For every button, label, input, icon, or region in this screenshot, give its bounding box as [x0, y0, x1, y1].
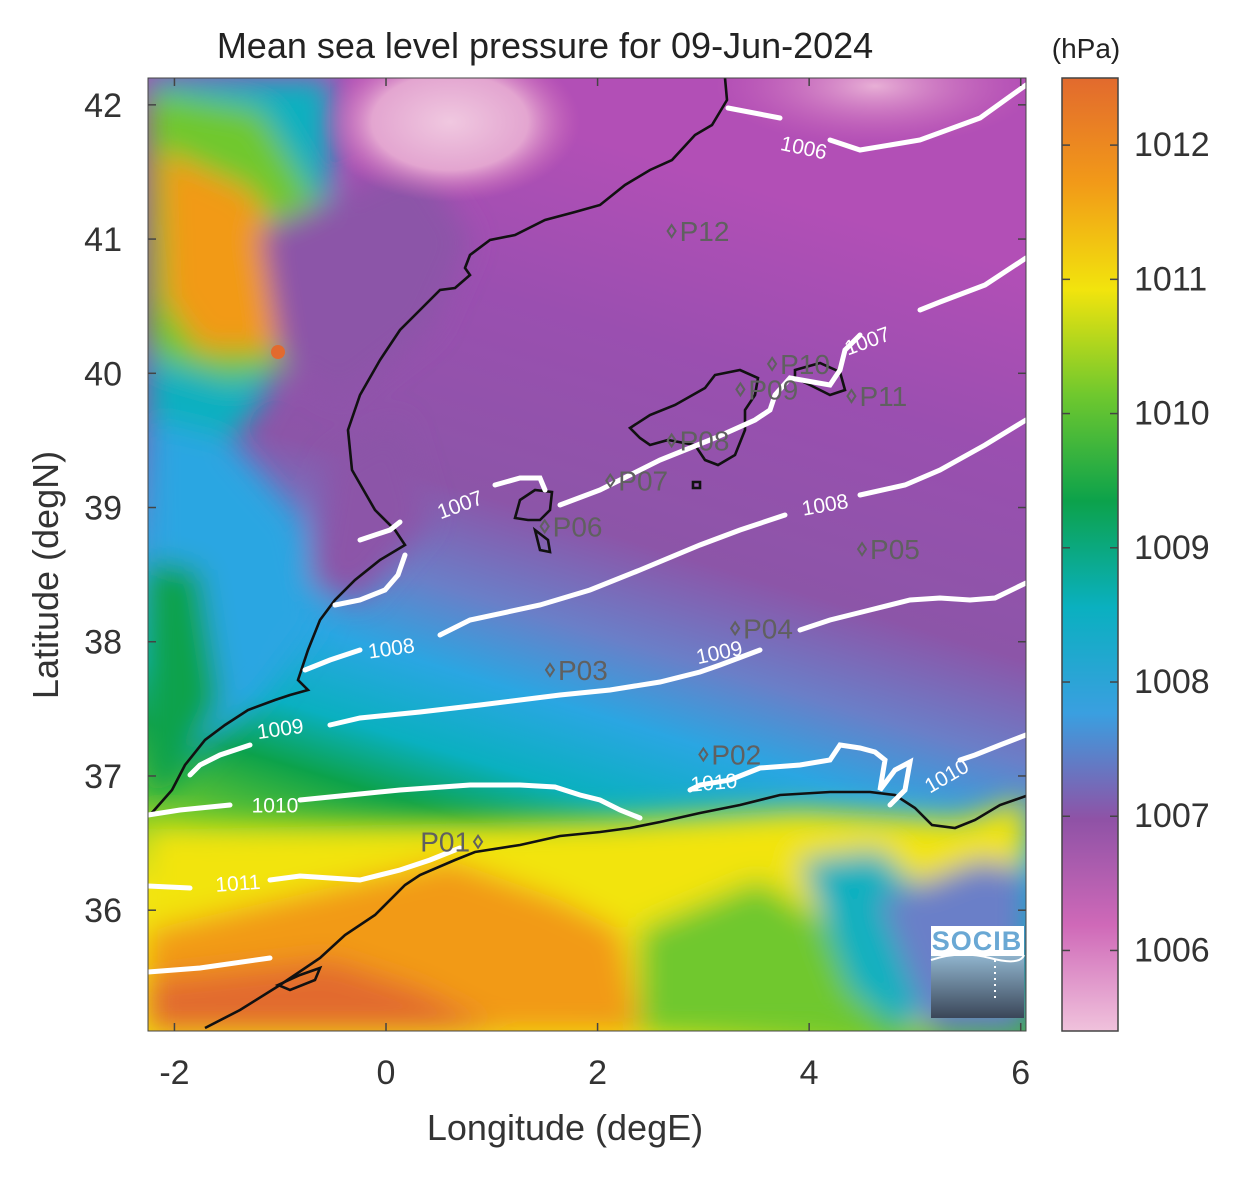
isobar-label: 1010	[690, 770, 739, 797]
station-marker	[472, 833, 484, 850]
station-label: P09	[748, 374, 798, 405]
logo-text: SOCIB	[932, 926, 1023, 956]
station-label: P11	[859, 381, 907, 412]
station-label: P12	[680, 216, 730, 247]
colorbar-ticks: 1006 1007 1008 1009 1010 1011 1012	[1062, 126, 1210, 969]
colorbar-tick-label: 1008	[1134, 663, 1210, 701]
station-marker	[729, 620, 741, 637]
station-marker	[698, 746, 709, 763]
x-axis-label: Longitude (degE)	[427, 1107, 703, 1148]
station-marker	[856, 541, 868, 557]
station-marker	[735, 381, 746, 398]
y-axis-ticks: 36 37 38 39 40 41 42	[84, 87, 1026, 930]
colorbar-scale	[1061, 77, 1119, 1032]
colorbar-tick-label: 1012	[1134, 126, 1210, 164]
y-tick-label: 39	[84, 490, 122, 528]
x-tick-label: 0	[377, 1054, 396, 1092]
colorbar-tick-label: 1006	[1134, 931, 1210, 969]
y-tick-label: 37	[84, 758, 122, 796]
low-pressure-center	[320, 78, 580, 202]
colorbar: (hPa) 1006 1007 1008 1009 1010 1011 1012	[1052, 33, 1210, 1032]
station-label: P02	[711, 739, 761, 770]
socib-logo: SOCIB	[930, 926, 1025, 1018]
isobars	[148, 82, 1026, 975]
station-label: P08	[680, 425, 730, 456]
station-marker	[666, 432, 677, 449]
station-label: P03	[558, 655, 608, 686]
coastlines	[149, 78, 1026, 1030]
y-tick-label: 38	[84, 624, 122, 662]
colorbar-unit: (hPa)	[1052, 33, 1120, 64]
station-label: P06	[553, 511, 603, 542]
plot-frame	[147, 77, 1027, 1032]
map-title: Mean sea level pressure for 09-Jun-2024	[217, 25, 873, 66]
x-tick-label: -2	[159, 1054, 189, 1092]
x-axis-ticks: -2 0 2 4 6	[159, 78, 1030, 1092]
y-tick-label: 40	[84, 355, 122, 393]
isobar-label: 1011	[215, 871, 262, 897]
colorbar-tick-label: 1009	[1134, 529, 1210, 567]
station-marker	[666, 223, 677, 239]
y-tick-label: 36	[84, 892, 122, 930]
station-marker	[605, 472, 616, 489]
station-label: P07	[618, 466, 668, 497]
y-tick-label: 42	[84, 87, 122, 125]
station-label: P05	[870, 534, 920, 565]
station-label: P10	[780, 349, 830, 380]
station-marker	[846, 388, 857, 404]
x-tick-label: 6	[1011, 1054, 1030, 1092]
station-marker	[539, 518, 550, 535]
station-label: P04	[743, 613, 793, 644]
station-label: P01	[420, 827, 470, 858]
colorbar-tick-label: 1011	[1134, 260, 1207, 298]
x-tick-label: 4	[800, 1054, 819, 1092]
y-axis-label: Latitude (degN)	[25, 451, 66, 699]
high-pressure-spot	[271, 345, 285, 359]
station-marker	[544, 662, 556, 678]
station-marker	[766, 356, 778, 372]
colorbar-tick-label: 1007	[1134, 797, 1210, 835]
isobar-label: 1010	[252, 795, 299, 818]
x-tick-label: 2	[588, 1054, 607, 1092]
y-tick-label: 41	[84, 221, 122, 259]
colorbar-tick-label: 1010	[1134, 395, 1210, 433]
